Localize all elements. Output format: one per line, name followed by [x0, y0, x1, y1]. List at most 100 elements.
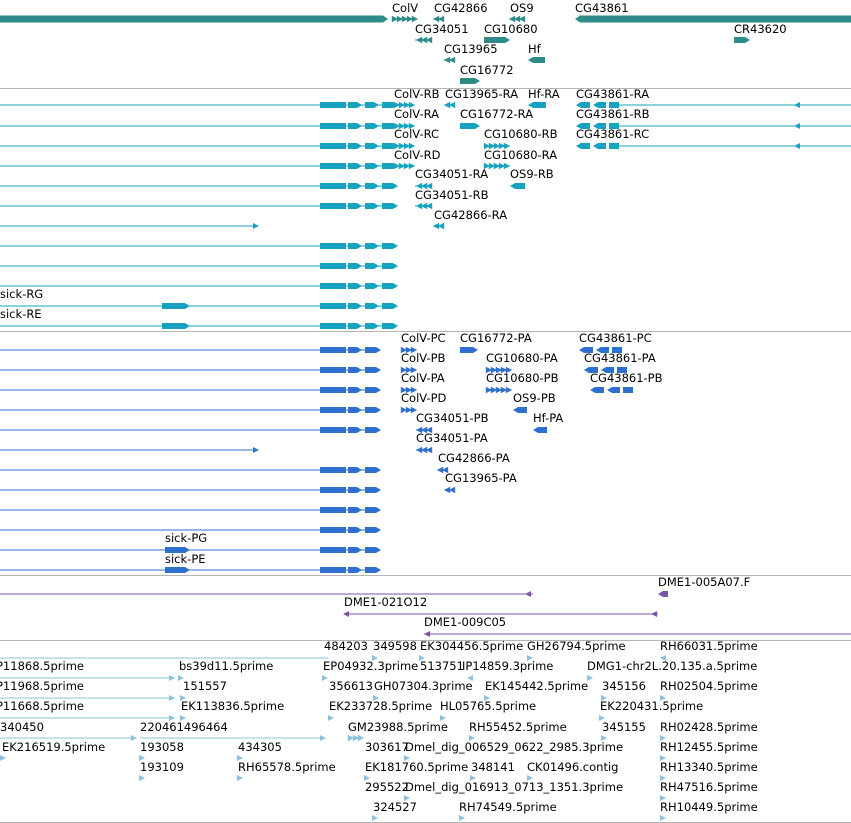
exon-block[interactable] [593, 143, 606, 149]
exon-block[interactable] [596, 347, 609, 353]
feature-label[interactable]: CG34051-PB [416, 411, 489, 425]
feature-label[interactable]: 151557 [183, 679, 227, 693]
feature-label[interactable]: CG13965-PA [445, 471, 517, 485]
feature-label[interactable]: 349598 [373, 639, 417, 653]
feature-label[interactable]: Hf-PA [533, 411, 563, 425]
feature-label[interactable]: ColV-PB [401, 351, 446, 365]
feature-label[interactable]: CG10680 [484, 22, 538, 36]
feature-label[interactable]: ColV-RC [394, 127, 439, 141]
exon-block[interactable] [320, 547, 346, 553]
exon-block[interactable] [365, 183, 379, 189]
feature-label[interactable]: EK113836.5prime [181, 699, 284, 713]
feature-label[interactable]: ColV-PA [401, 371, 445, 385]
feature-label[interactable]: RH55452.5prime [469, 720, 567, 734]
feature-label[interactable]: CG42866-PA [438, 451, 510, 465]
feature-glyph[interactable] [460, 123, 480, 129]
exon-block[interactable] [320, 407, 346, 413]
exon-block[interactable] [348, 407, 362, 413]
feature-label[interactable]: DME1-021O12 [344, 595, 427, 609]
feature-label[interactable]: CG43861-PB [590, 371, 663, 385]
exon-block[interactable] [348, 487, 362, 493]
exon-block[interactable] [382, 283, 398, 289]
feature-label[interactable]: 193109 [140, 760, 184, 774]
feature-label[interactable]: DME1-009C05 [424, 615, 506, 629]
feature-label[interactable]: DMG1-chr2L.20.135.a.5prime [587, 659, 757, 673]
exon-block[interactable] [576, 123, 590, 129]
exon-block[interactable] [320, 367, 346, 373]
track-clones[interactable]: DME1-005A07.F DME1-021O12 DME1-009C05 [0, 575, 851, 637]
exon-block[interactable] [320, 387, 346, 393]
feature-glyph[interactable] [528, 102, 546, 108]
exon-block[interactable] [348, 547, 362, 553]
exon-block[interactable] [382, 203, 398, 209]
feature-label[interactable]: RH74549.5prime [459, 800, 557, 814]
feature-glyph[interactable] [734, 37, 750, 43]
exon-block[interactable] [320, 163, 346, 169]
feature-label[interactable]: 340450 [0, 720, 44, 734]
exon-block[interactable] [365, 143, 379, 149]
exon-block[interactable] [576, 102, 590, 108]
feature-label[interactable]: 345156 [602, 679, 646, 693]
exon-block[interactable] [365, 487, 381, 493]
feature-label[interactable]: RH47516.5prime [660, 780, 758, 794]
feature-label[interactable]: ColV-PC [401, 331, 446, 345]
exon-block[interactable] [365, 467, 381, 473]
feature-label[interactable]: CG13965 [444, 42, 498, 56]
feature-label[interactable]: CG10680-RB [484, 127, 558, 141]
feature-label[interactable]: sick-RG [0, 287, 43, 301]
exon-block[interactable] [382, 183, 398, 189]
feature-label[interactable]: GH07304.3prime [374, 679, 473, 693]
exon-block[interactable] [593, 123, 606, 129]
feature-label[interactable]: GM23988.5prime [348, 720, 448, 734]
feature-label[interactable]: CG10680-RA [484, 148, 557, 162]
feature-label[interactable]: ColV-RA [394, 107, 439, 121]
exon-block[interactable] [348, 283, 362, 289]
exon-block[interactable] [320, 102, 346, 108]
feature-label[interactable]: EK145442.5prime [485, 679, 588, 693]
feature-label[interactable]: 484203 [324, 639, 368, 653]
feature-label[interactable]: IP14859.3prime [462, 659, 553, 673]
feature-glyph[interactable] [165, 567, 190, 573]
feature-label[interactable]: CG16772 [460, 63, 514, 77]
feature-label[interactable]: CG43861-PC [579, 331, 652, 345]
track-est[interactable]: 484203 349598 EK304456.5prime GH26794.5prim… [0, 639, 758, 821]
feature-label[interactable]: P11668.5prime [0, 699, 84, 713]
exon-block[interactable] [365, 323, 379, 329]
feature-label[interactable]: OS9-RB [510, 167, 554, 181]
exon-block[interactable] [320, 183, 346, 189]
exon-block[interactable] [348, 323, 362, 329]
feature-glyph[interactable] [162, 303, 190, 309]
feature-label[interactable]: P11968.5prime [0, 679, 84, 693]
feature-label[interactable]: ColV [392, 1, 418, 15]
exon-block[interactable] [365, 163, 379, 169]
feature-label[interactable]: CG16772-RA [460, 107, 533, 121]
feature-label[interactable]: CG43861-RB [576, 107, 650, 121]
feature-label[interactable]: CG42866-RA [434, 208, 507, 222]
feature-label[interactable]: RH10449.5prime [660, 800, 758, 814]
exon-block[interactable] [365, 283, 379, 289]
track-mrna[interactable]: ColV-RB CG13965-RA Hf-RA CG43861-RA ColV-RA C… [0, 87, 851, 329]
exon-block[interactable] [365, 547, 381, 553]
feature-label[interactable]: 434305 [238, 740, 282, 754]
exon-block[interactable] [320, 263, 346, 269]
feature-label[interactable]: CG34051-RA [415, 167, 488, 181]
feature-label[interactable]: sick-PG [165, 531, 207, 545]
feature-label[interactable]: OS9 [510, 1, 534, 15]
feature-label[interactable]: CG10680-PA [486, 351, 558, 365]
track-protein[interactable]: ColV-PC CG16772-PA CG43861-PC ColV-PB CG1068… [0, 331, 663, 573]
exon-block[interactable] [320, 427, 346, 433]
exon-block[interactable] [348, 163, 362, 169]
track-gene[interactable]: ColV CG42866 OS9 CG43861 CG34051 CG10680 CR436… [0, 1, 851, 84]
exon-block[interactable] [365, 347, 381, 353]
exon-block[interactable] [365, 102, 379, 108]
exon-block[interactable] [365, 387, 381, 393]
exon-block[interactable] [576, 143, 590, 149]
feature-label[interactable]: Dmel_dig_006529_0622_2985.3prime [405, 740, 623, 754]
exon-block[interactable] [348, 243, 362, 249]
feature-label[interactable]: EK304456.5prime [420, 639, 523, 653]
exon-block[interactable] [348, 183, 362, 189]
exon-block[interactable] [593, 102, 606, 108]
exon-block[interactable] [365, 567, 381, 573]
feature-label[interactable]: HL05765.5prime [440, 699, 536, 713]
